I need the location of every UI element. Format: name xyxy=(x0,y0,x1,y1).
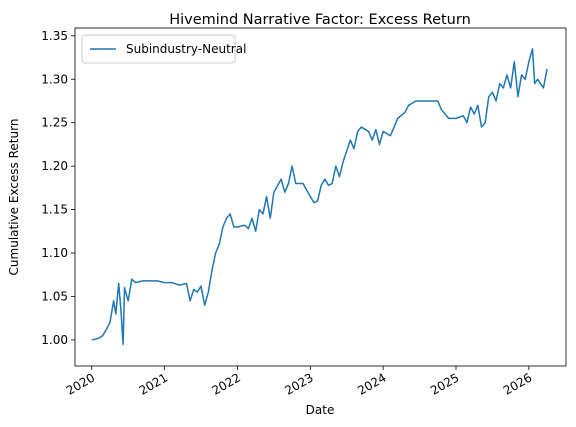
y-axis-label: Cumulative Excess Return xyxy=(7,119,21,276)
y-tick-label: 1.15 xyxy=(41,203,68,217)
y-tick-label: 1.20 xyxy=(41,159,68,173)
y-tick-label: 1.30 xyxy=(41,72,68,86)
chart-title: Hivemind Narrative Factor: Excess Return xyxy=(169,12,471,28)
legend-box xyxy=(81,34,236,64)
x-tick-label: 2026 xyxy=(501,370,534,397)
legend-label: Subindustry-Neutral xyxy=(126,42,246,56)
y-tick-label: 1.10 xyxy=(41,246,68,260)
y-tick-label: 1.25 xyxy=(41,116,68,130)
x-tick-label: 2020 xyxy=(64,370,97,397)
y-tick-label: 1.35 xyxy=(41,29,68,43)
y-tick-label: 1.05 xyxy=(41,289,68,303)
x-tick-label: 2025 xyxy=(428,370,461,397)
series-line xyxy=(91,48,548,346)
x-tick-label: 2022 xyxy=(209,370,242,397)
plot-frame xyxy=(74,27,567,367)
x-axis-label: Date xyxy=(306,403,335,417)
x-tick-label: 2024 xyxy=(355,370,388,397)
y-tick-label: 1.00 xyxy=(41,333,68,347)
x-tick-label: 2021 xyxy=(137,370,170,397)
x-tick-label: 2023 xyxy=(282,370,315,397)
